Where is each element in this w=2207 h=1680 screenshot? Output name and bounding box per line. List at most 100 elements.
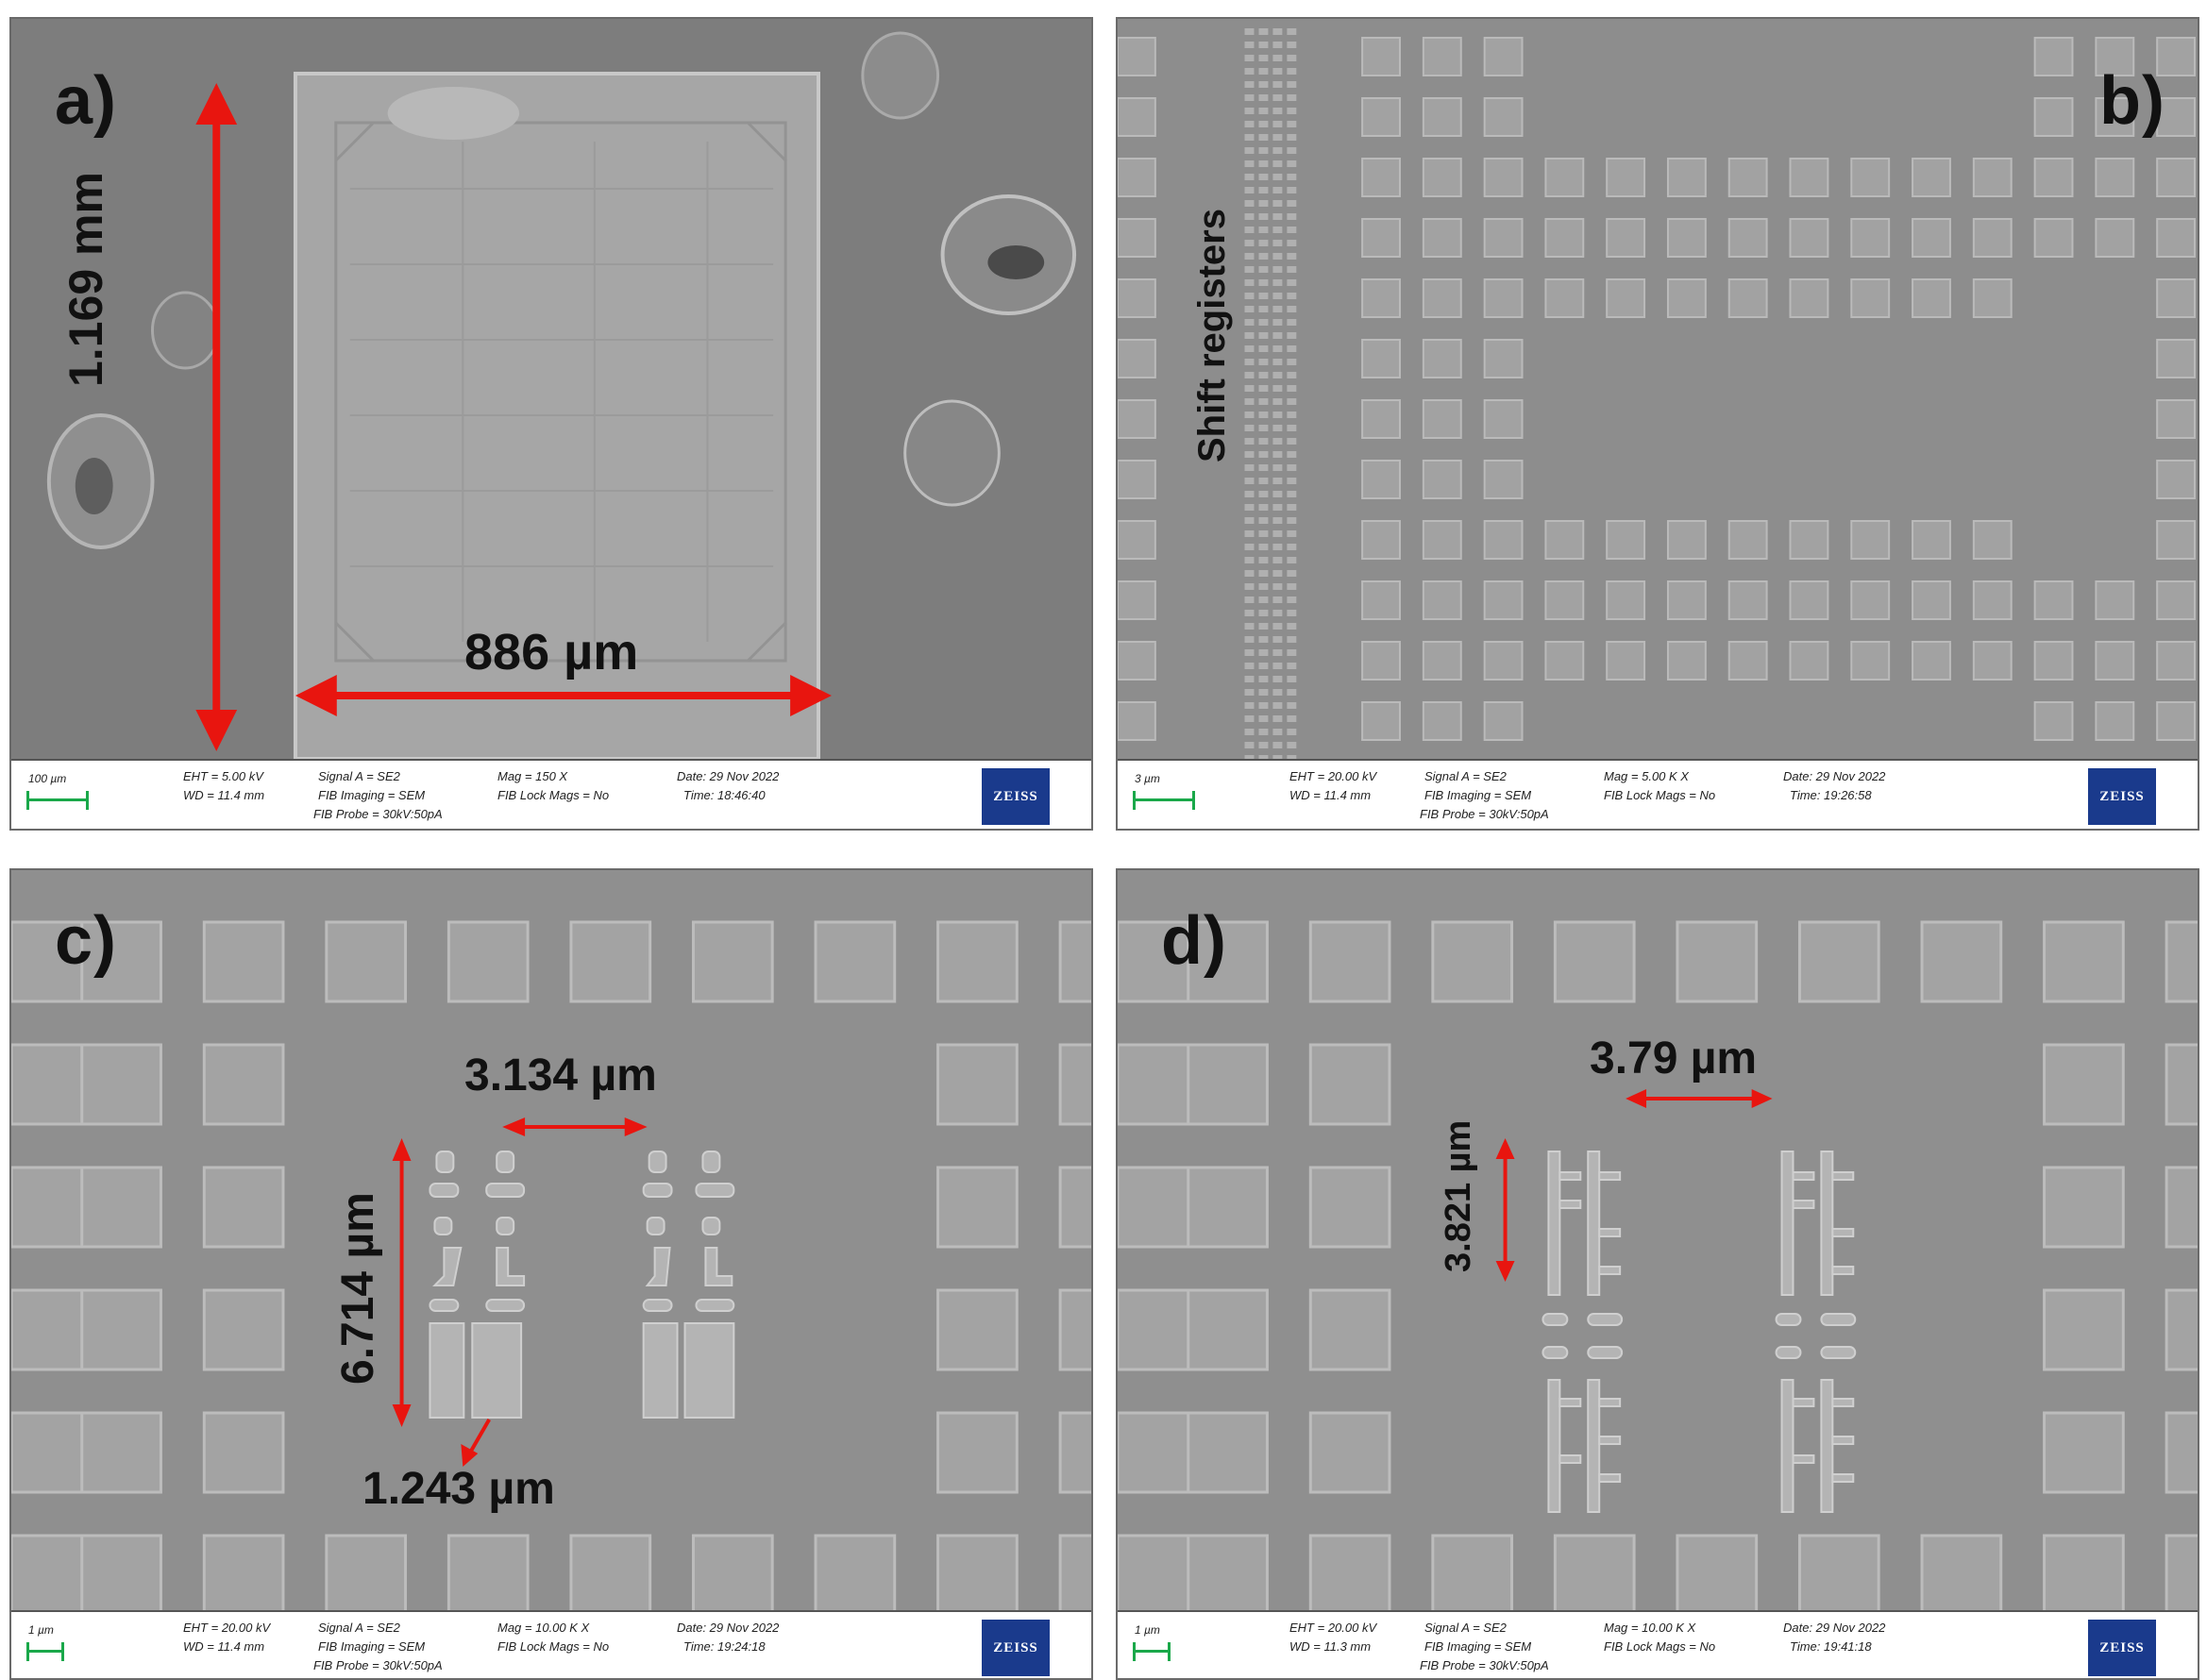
measurement-spacing-c: 3.134 µm xyxy=(464,1050,657,1100)
shift-register-cell xyxy=(1287,478,1297,484)
pad xyxy=(1544,520,1585,560)
pad xyxy=(1361,701,1401,741)
shift-register-cell xyxy=(1272,227,1283,233)
shift-register-cell xyxy=(1244,160,1255,167)
shift-register-cell xyxy=(1272,557,1283,563)
shift-register-cell xyxy=(1287,544,1297,550)
signal-a: Signal A = SE2 xyxy=(318,769,400,783)
shift-register-cell xyxy=(1244,279,1255,286)
shift-register-cell xyxy=(1287,623,1297,630)
pad xyxy=(1483,339,1524,378)
pad xyxy=(1118,1534,1199,1610)
pad xyxy=(1361,520,1401,560)
shift-register-cell xyxy=(1272,596,1283,603)
shift-register-cell xyxy=(1258,279,1269,286)
pad xyxy=(1666,520,1707,560)
pad xyxy=(1789,580,1829,620)
pad xyxy=(1789,520,1829,560)
shift-register-cell xyxy=(1287,266,1297,273)
pad xyxy=(1187,1043,1269,1126)
pad xyxy=(2043,1288,2125,1371)
shift-register-cell xyxy=(1244,689,1255,696)
pad xyxy=(2033,37,2074,76)
pad xyxy=(1118,1288,1199,1371)
pad xyxy=(1606,520,1646,560)
shift-register-cell xyxy=(1272,319,1283,326)
panel-label-a: a) xyxy=(55,63,118,139)
pad xyxy=(202,1166,285,1249)
pad xyxy=(1544,641,1585,680)
fib-lock-c: FIB Lock Mags = No xyxy=(497,1639,610,1654)
shift-register-cell xyxy=(1287,293,1297,299)
shift-register-cell xyxy=(1272,121,1283,127)
shift-register-cell xyxy=(1244,544,1255,550)
shift-register-cell xyxy=(1272,28,1283,35)
sem-image-a: a) 1.169 mm 886 µm xyxy=(11,19,1091,759)
shift-register-cell xyxy=(1258,253,1269,260)
shift-register-cell xyxy=(1244,345,1255,352)
pad xyxy=(1483,278,1524,318)
shift-register-cell xyxy=(1287,240,1297,246)
shift-register-cell xyxy=(1287,491,1297,497)
sem-image-d-svg xyxy=(1118,870,2198,1610)
shift-register-cell xyxy=(1272,755,1283,759)
fib-imaging-b: FIB Imaging = SEM xyxy=(1424,788,1532,802)
shift-register-cell xyxy=(1244,306,1255,312)
shift-register-cell xyxy=(1272,266,1283,273)
shift-register-cell xyxy=(1272,530,1283,537)
pad xyxy=(2156,641,2197,680)
pad xyxy=(1361,399,1401,439)
pad xyxy=(2156,158,2197,197)
shift-register-cell xyxy=(1258,293,1269,299)
shift-register-cell xyxy=(1258,227,1269,233)
shift-register-cell xyxy=(1258,623,1269,630)
zeiss-logo-a: ZEISS xyxy=(982,768,1050,825)
shift-register-cell xyxy=(1287,213,1297,220)
shift-register-cell xyxy=(1258,729,1269,735)
panel-d: d) 3.79 µm 3.821 µm 1 µm EHT = 20.00 kV … xyxy=(1116,868,2199,1680)
shift-register-cell xyxy=(1258,451,1269,458)
pad xyxy=(1912,641,1951,680)
shift-register-cell xyxy=(1258,94,1269,101)
pad xyxy=(1606,641,1646,680)
pad xyxy=(1361,460,1401,499)
shift-register-cell xyxy=(1272,147,1283,154)
shift-register-cell xyxy=(1244,596,1255,603)
pad xyxy=(1422,701,1462,741)
pad xyxy=(202,1534,285,1610)
shift-register-cell xyxy=(1258,385,1269,392)
shift-register-cell xyxy=(1244,240,1255,246)
shift-register-cell xyxy=(1258,596,1269,603)
shift-register-cell xyxy=(1287,187,1297,193)
sem-image-b: b) Shift registers xyxy=(1118,19,2198,759)
pad xyxy=(1912,158,1951,197)
shift-register-cell xyxy=(1287,94,1297,101)
pad xyxy=(1422,278,1462,318)
shift-register-cell xyxy=(1258,398,1269,405)
pad xyxy=(1308,1043,1391,1126)
shift-register-cell xyxy=(1287,147,1297,154)
shift-register-cell xyxy=(1258,55,1269,61)
shift-register-cell xyxy=(1258,517,1269,524)
pad xyxy=(2043,920,2125,1003)
shift-register-cell xyxy=(1244,94,1255,101)
pad xyxy=(1058,1411,1091,1494)
pad xyxy=(1118,218,1156,258)
shift-register-cell xyxy=(1258,28,1269,35)
shift-register-cell xyxy=(1258,319,1269,326)
shift-register-cell xyxy=(1287,583,1297,590)
shift-register-cell xyxy=(1272,412,1283,418)
time-c: Time: 19:24:18 xyxy=(683,1639,766,1654)
shift-register-cell xyxy=(1287,504,1297,511)
pad xyxy=(1920,1534,2003,1610)
shift-register-cell xyxy=(1287,227,1297,233)
pad xyxy=(1058,1288,1091,1371)
pad xyxy=(2095,580,2135,620)
shift-register-cell xyxy=(1258,610,1269,616)
pad xyxy=(1118,460,1156,499)
pad xyxy=(2156,278,2197,318)
pad xyxy=(936,1288,1019,1371)
scale-label-b: 3 µm xyxy=(1135,772,1160,785)
pad xyxy=(1912,218,1951,258)
pad xyxy=(1972,278,2013,318)
